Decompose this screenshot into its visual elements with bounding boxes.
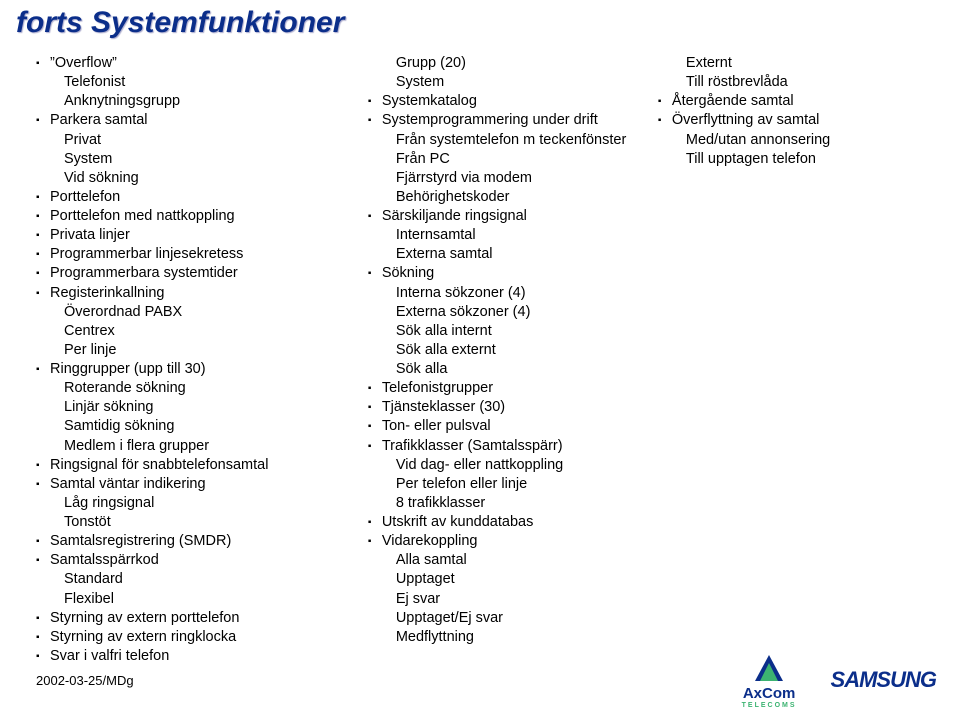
sub-item: Från systemtelefon m teckenfönster: [368, 131, 646, 150]
sub-item: Medlem i flera grupper: [36, 437, 356, 456]
sub-item: Interna sökzoner (4): [368, 284, 646, 303]
sub-item: Roterande sökning: [36, 379, 356, 398]
sub-item: Centrex: [36, 322, 356, 341]
sub-item: Sök alla externt: [368, 341, 646, 360]
sub-item: Till upptagen telefon: [658, 150, 936, 169]
samsung-logo: SAMSUNG: [831, 667, 936, 693]
bullet-item: Registerinkallning: [36, 284, 356, 303]
sub-item: Flexibel: [36, 590, 356, 609]
bullet-item: Styrning av extern porttelefon: [36, 609, 356, 628]
bullet-item: Porttelefon med nattkoppling: [36, 207, 356, 226]
footer-date: 2002-03-25/MDg: [36, 673, 134, 688]
sub-item: Standard: [36, 570, 356, 589]
column-3: ExterntTill röstbrevlådaÅtergående samta…: [658, 54, 936, 666]
sub-item: Upptaget/Ej svar: [368, 609, 646, 628]
bullet-item: Tjänsteklasser (30): [368, 398, 646, 417]
bullet-item: Samtal väntar indikering: [36, 475, 356, 494]
sub-item: Privat: [36, 131, 356, 150]
sub-item: Telefonist: [36, 73, 356, 92]
sub-item: Behörighetskoder: [368, 188, 646, 207]
axcom-logo-text: AxCom: [743, 685, 796, 702]
sub-item: Upptaget: [368, 570, 646, 589]
bullet-item: Trafikklasser (Samtalsspärr): [368, 437, 646, 456]
column-1: ”Overflow”TelefonistAnknytningsgruppPark…: [36, 54, 356, 666]
sub-item: Med/utan annonsering: [658, 131, 936, 150]
sub-item: Per linje: [36, 341, 356, 360]
sub-item: Fjärrstyrd via modem: [368, 169, 646, 188]
sub-item: Per telefon eller linje: [368, 475, 646, 494]
column-2: Grupp (20)SystemSystemkatalogSystemprogr…: [368, 54, 646, 666]
axcom-logo-tagline: TELECOMS: [742, 702, 797, 709]
axcom-logo: AxCom TELECOMS: [742, 651, 797, 709]
page-title: forts Systemfunktioner: [16, 6, 344, 40]
bullet-item: Porttelefon: [36, 188, 356, 207]
bullet-item: Systemprogrammering under drift: [368, 111, 646, 130]
bullet-item: Vidarekoppling: [368, 532, 646, 551]
axcom-logo-icon: [751, 651, 787, 687]
sub-item: System: [368, 73, 646, 92]
sub-item: Ej svar: [368, 590, 646, 609]
bullet-item: Ringgrupper (upp till 30): [36, 360, 356, 379]
sub-item: Externt: [658, 54, 936, 73]
sub-item: Tonstöt: [36, 513, 356, 532]
sub-item: Sök alla internt: [368, 322, 646, 341]
sub-item: Grupp (20): [368, 54, 646, 73]
sub-item: Externa sökzoner (4): [368, 303, 646, 322]
bullet-item: Samtalsspärrkod: [36, 551, 356, 570]
bullet-item: Programmerbara systemtider: [36, 264, 356, 283]
bullet-item: Privata linjer: [36, 226, 356, 245]
bullet-item: Utskrift av kunddatabas: [368, 513, 646, 532]
sub-item: Medflyttning: [368, 628, 646, 647]
bullet-item: Återgående samtal: [658, 92, 936, 111]
sub-item: Anknytningsgrupp: [36, 92, 356, 111]
sub-item: Internsamtal: [368, 226, 646, 245]
sub-item: Externa samtal: [368, 245, 646, 264]
bullet-item: Ringsignal för snabbtelefonsamtal: [36, 456, 356, 475]
columns-container: ”Overflow”TelefonistAnknytningsgruppPark…: [36, 54, 936, 666]
sub-item: Alla samtal: [368, 551, 646, 570]
bullet-item: Samtalsregistrering (SMDR): [36, 532, 356, 551]
bullet-item: Särskiljande ringsignal: [368, 207, 646, 226]
sub-item: Låg ringsignal: [36, 494, 356, 513]
bullet-item: Styrning av extern ringklocka: [36, 628, 356, 647]
sub-item: Linjär sökning: [36, 398, 356, 417]
sub-item: Till röstbrevlåda: [658, 73, 936, 92]
bullet-item: Överflyttning av samtal: [658, 111, 936, 130]
bullet-item: Programmerbar linjesekretess: [36, 245, 356, 264]
sub-item: Vid sökning: [36, 169, 356, 188]
sub-item: System: [36, 150, 356, 169]
bullet-item: Parkera samtal: [36, 111, 356, 130]
footer-logos: AxCom TELECOMS SAMSUNG: [742, 651, 936, 709]
sub-item: Samtidig sökning: [36, 417, 356, 436]
sub-item: Överordnad PABX: [36, 303, 356, 322]
bullet-item: ”Overflow”: [36, 54, 356, 73]
bullet-item: Telefonistgrupper: [368, 379, 646, 398]
sub-item: Vid dag- eller nattkoppling: [368, 456, 646, 475]
bullet-item: Sökning: [368, 264, 646, 283]
bullet-item: Systemkatalog: [368, 92, 646, 111]
sub-item: Från PC: [368, 150, 646, 169]
sub-item: 8 trafikklasser: [368, 494, 646, 513]
bullet-item: Ton- eller pulsval: [368, 417, 646, 436]
footer: 2002-03-25/MDg AxCom TELECOMS SAMSUNG: [36, 651, 936, 709]
sub-item: Sök alla: [368, 360, 646, 379]
